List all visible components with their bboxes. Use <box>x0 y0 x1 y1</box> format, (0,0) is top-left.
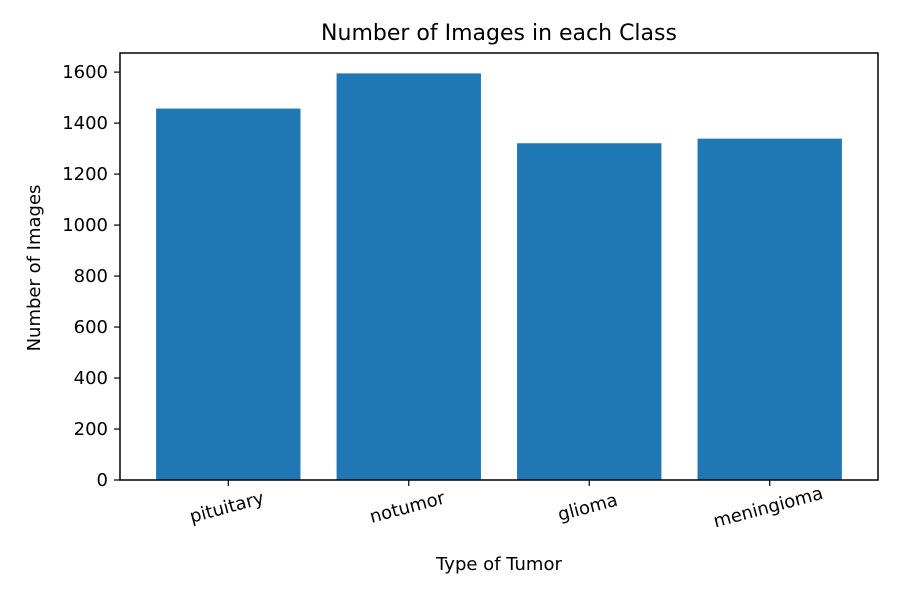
x-axis: pituitary notumor glioma meningioma <box>187 480 825 532</box>
y-tick-label: 1200 <box>62 164 108 185</box>
y-tick-label: 800 <box>74 266 108 287</box>
y-tick-label: 1000 <box>62 215 108 236</box>
y-axis: 0 200 400 600 800 1000 1200 1400 1600 <box>62 62 120 491</box>
y-tick-label: 200 <box>74 419 108 440</box>
chart-title: Number of Images in each Class <box>321 21 677 46</box>
y-tick-label: 400 <box>74 368 108 389</box>
bar-glioma <box>517 143 662 480</box>
x-tick-label-glioma: glioma <box>556 490 620 526</box>
bar-meningioma <box>697 138 842 481</box>
y-tick-label: 0 <box>97 470 108 491</box>
x-tick-label-meningioma: meningioma <box>711 483 825 532</box>
y-tick-label: 1600 <box>62 62 108 83</box>
plot-area-frame <box>119 52 879 481</box>
y-tick-label: 1400 <box>62 113 108 134</box>
y-tick-label: 600 <box>74 317 108 338</box>
bars-group <box>156 73 842 481</box>
y-axis-label: Number of Images <box>24 185 45 352</box>
x-axis-label: Type of Tumor <box>435 554 562 575</box>
bar-pituitary <box>156 108 301 480</box>
bar-notumor <box>336 73 481 480</box>
x-tick-label-notumor: notumor <box>368 487 448 527</box>
x-tick-label-pituitary: pituitary <box>187 488 266 528</box>
